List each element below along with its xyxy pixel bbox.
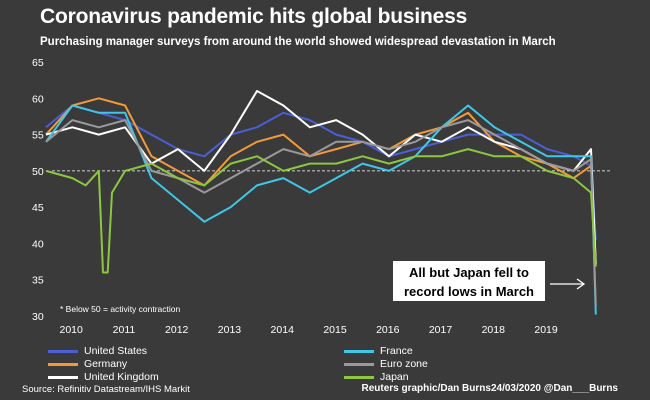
legend-label: France <box>380 345 413 357</box>
x-tick-label: 2019 <box>534 324 558 336</box>
chart-subtitle: Purchasing manager surveys from around t… <box>40 36 556 48</box>
callout-box: All but Japan fell to record lows in Mar… <box>393 261 545 301</box>
series-line-euro-zone <box>45 119 597 306</box>
series-line-united-states <box>45 104 597 240</box>
threshold-note: * Below 50 = activity contraction <box>60 304 181 314</box>
x-tick-label: 2018 <box>482 324 506 336</box>
x-tick-label: 2015 <box>323 324 347 336</box>
legend-item: France <box>344 345 413 357</box>
legend-label: United Kingdom <box>84 371 159 383</box>
legend-item: Euro zone <box>344 358 428 370</box>
legend-item: United Kingdom <box>48 371 159 383</box>
legend-swatch <box>48 349 78 353</box>
y-axis: 30 35 40 45 50 55 60 65 <box>32 57 44 323</box>
x-tick-label: 2014 <box>271 324 295 336</box>
x-tick-label: 2012 <box>165 324 189 336</box>
chart-title: Coronavirus pandemic hits global busines… <box>40 5 468 28</box>
series-lines <box>45 90 597 315</box>
legend: United States Germany United Kingdom France… <box>48 345 608 387</box>
legend-swatch <box>344 349 374 353</box>
y-tick-label: 55 <box>32 130 44 142</box>
series-line-united-kingdom <box>45 90 597 265</box>
callout-arrowhead <box>576 278 586 290</box>
legend-item: United States <box>48 345 147 357</box>
legend-label: Germany <box>84 358 128 370</box>
series-line-germany <box>45 97 597 264</box>
y-tick-label: 35 <box>32 275 44 287</box>
legend-item: Japan <box>344 371 409 383</box>
source-note: Source: Refinitiv Datastream/IHS Markit <box>22 384 190 395</box>
legend-label: Japan <box>380 371 409 383</box>
legend-label: United States <box>84 345 148 357</box>
series-line-france <box>45 104 597 315</box>
x-tick-label: 2017 <box>429 324 453 336</box>
x-tick-label: 2016 <box>376 324 400 336</box>
x-tick-label: 2011 <box>113 324 136 336</box>
y-tick-label: 50 <box>32 166 44 178</box>
legend-swatch <box>48 375 78 379</box>
legend-swatch <box>344 375 374 379</box>
legend-item: Germany <box>48 358 127 370</box>
legend-swatch <box>344 362 374 366</box>
legend-swatch <box>48 362 78 366</box>
y-tick-label: 60 <box>32 93 44 105</box>
x-tick-label: 2010 <box>60 324 84 336</box>
series-line-japan <box>45 148 597 274</box>
y-tick-label: 40 <box>32 238 44 250</box>
y-tick-label: 45 <box>32 202 44 214</box>
legend-label: Euro zone <box>380 358 428 370</box>
x-axis: 2010 2011 2012 2013 2014 2015 2016 2017 2018 2019 <box>60 324 558 336</box>
y-tick-label: 65 <box>32 57 44 69</box>
y-tick-label: 30 <box>32 311 44 323</box>
credit-note: Reuters graphic/Dan Burns24/03/2020 @Dan… <box>361 383 618 394</box>
x-tick-label: 2013 <box>218 324 242 336</box>
